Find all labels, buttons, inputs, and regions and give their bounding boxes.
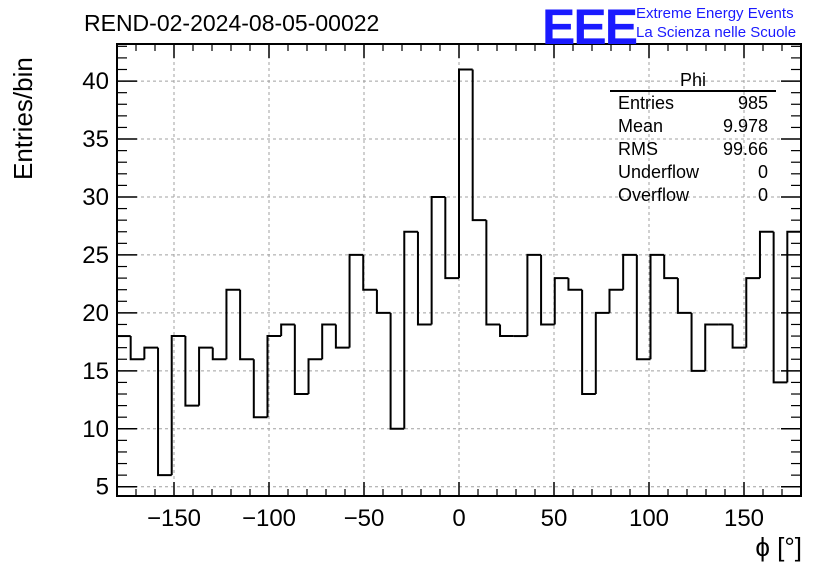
y-tick-label: 40 [82, 68, 109, 95]
x-tick-label: −50 [344, 505, 385, 532]
histogram-bin [157, 347, 172, 477]
histogram-bin [362, 254, 377, 291]
histogram-bin [143, 346, 159, 360]
histogram-bin [321, 323, 336, 360]
stats-box: Phi Entries 985 Mean 9.978 RMS 99.66 Und… [610, 70, 776, 207]
x-tick-label: 0 [452, 505, 465, 532]
histogram-bin [635, 254, 651, 361]
stats-label: Mean [618, 116, 664, 136]
histogram-bin [704, 323, 719, 371]
histogram-bin [184, 336, 200, 407]
stats-row-entries: Entries 985 [610, 92, 776, 115]
histogram-bin [663, 254, 678, 280]
stats-value: 99.66 [722, 139, 768, 159]
histogram-bin [211, 347, 227, 361]
y-tick-label: 5 [96, 474, 109, 501]
stats-value: 0 [757, 185, 768, 205]
y-tick-label: 25 [82, 242, 109, 269]
histogram-bin [307, 358, 323, 395]
histogram-bin [745, 277, 760, 348]
stats-label: RMS [618, 139, 658, 159]
histogram-bin [485, 220, 501, 326]
histogram-bin [758, 230, 774, 279]
logo-caption: Extreme Energy Events La Scienza nelle S… [636, 4, 796, 42]
stats-value: 0 [757, 162, 768, 182]
stats-value: 9.978 [722, 116, 768, 136]
y-tick-label: 35 [82, 126, 109, 153]
stats-row-rms: RMS 99.66 [610, 138, 776, 161]
y-tick-label: 15 [82, 358, 109, 385]
x-tick-label: 50 [541, 505, 568, 532]
histogram-bin [676, 278, 692, 314]
x-tick-label: 100 [629, 505, 669, 532]
histogram-series [117, 68, 801, 477]
histogram-bin [389, 312, 405, 430]
x-tick-label: 150 [724, 505, 764, 532]
histogram-bin [540, 254, 555, 326]
chart-title: REND-02-2024-08-05-00022 [84, 10, 380, 36]
histogram-bin [731, 324, 747, 349]
y-tick-label: 30 [82, 184, 109, 211]
histogram-bin [499, 324, 514, 338]
stats-label: Underflow [618, 162, 700, 182]
histogram-bin [444, 196, 459, 280]
stats-label: Overflow [618, 185, 690, 205]
histogram-bin [334, 324, 350, 349]
histogram-bin [252, 359, 268, 419]
histogram-bin [129, 336, 145, 361]
histogram-bin [348, 253, 364, 348]
logo-caption-line2: La Scienza nelle Scuole [636, 24, 797, 41]
histogram-bin [772, 231, 788, 384]
y-axis-label: Entries/bin [8, 57, 38, 180]
histogram-bin [567, 278, 583, 291]
axis-ticks [117, 44, 801, 496]
histogram-bin [403, 230, 418, 429]
histogram-bin [430, 195, 446, 325]
histogram-bin [416, 231, 432, 326]
y-tick-label: 20 [82, 300, 109, 327]
histogram-bin [690, 312, 706, 372]
logo-caption-line1: Extreme Energy Events [636, 5, 794, 22]
stats-row-underflow: Underflow 0 [610, 161, 776, 184]
x-tick-label: −100 [242, 505, 296, 532]
histogram-bin [608, 288, 624, 313]
histogram-bin [458, 68, 473, 279]
stats-title: Phi [610, 70, 776, 92]
histogram-bin [553, 277, 569, 325]
tick-labels: −150 −100 −50 0 50 100 150 5 10 15 20 25 30 35 40 [82, 68, 764, 532]
y-tick-label: 10 [82, 416, 109, 443]
histogram-bin [198, 346, 213, 406]
histogram-bin [649, 253, 665, 360]
histogram-bin [594, 311, 610, 395]
x-tick-label: −150 [147, 505, 201, 532]
histogram-bin [225, 288, 241, 360]
histogram-bin [375, 289, 391, 314]
histogram-bin [526, 253, 542, 337]
histogram-bin [170, 335, 186, 476]
stats-value: 985 [737, 93, 768, 113]
histogram-bin [280, 323, 295, 337]
stats-label: Entries [618, 93, 675, 113]
histogram-bin [266, 335, 282, 418]
histogram-bin [622, 253, 637, 290]
x-axis-label: ϕ [°] [755, 532, 802, 562]
histogram-bin [471, 69, 487, 222]
stats-row-overflow: Overflow 0 [610, 184, 776, 207]
histogram-bin [239, 289, 254, 361]
stats-row-mean: Mean 9.978 [610, 115, 776, 138]
eee-logo: EEE [542, 0, 638, 55]
histogram-bin [293, 324, 309, 396]
histogram-bin [581, 289, 596, 396]
